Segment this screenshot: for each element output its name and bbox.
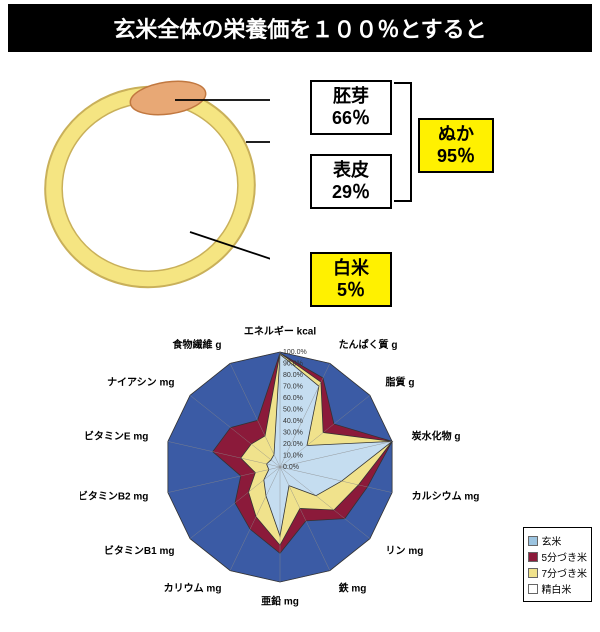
axis-label: ビタミンB1 mg [104, 544, 175, 557]
white-name: 白米 [324, 258, 378, 280]
label-bran: ぬか 95％ [418, 118, 494, 173]
skin-pct: 29％ [324, 182, 378, 204]
axis-label: ビタミンB2 mg [80, 490, 148, 503]
legend-swatch [528, 536, 538, 546]
axis-label: ビタミンE mg [84, 430, 148, 443]
axis-label: カリウム mg [164, 582, 222, 594]
legend-item: 7分づき米 [528, 565, 587, 580]
axis-label: エネルギー kcal [244, 325, 316, 338]
skin-name: 表皮 [324, 160, 378, 182]
white-pct: 5％ [324, 280, 378, 302]
ring-label: 100.0% [283, 349, 307, 356]
ring-label: 70.0% [283, 384, 303, 391]
bran-name: ぬか [432, 124, 480, 146]
rice-cross-section: 胚芽 66％ 表皮 29％ ぬか 95％ 白米 5％ [0, 62, 600, 302]
label-white: 白米 5％ [310, 252, 392, 307]
ring-label: 80.0% [283, 372, 303, 379]
ring-label: 0.0% [283, 464, 299, 471]
ring-label: 40.0% [283, 418, 303, 425]
ring-label: 60.0% [283, 395, 303, 402]
rice-svg [30, 72, 270, 292]
axis-label: 食物繊維 g [172, 338, 222, 351]
label-skin: 表皮 29％ [310, 154, 392, 209]
axis-label: 脂質 g [385, 375, 415, 388]
ring-label: 90.0% [283, 361, 303, 368]
legend: 玄米5分づき米7分づき米精白米 [523, 527, 592, 602]
bran-pct: 95％ [432, 146, 480, 168]
axis-label: カルシウム mg [412, 491, 480, 503]
legend-item: 5分づき米 [528, 549, 587, 564]
label-germ: 胚芽 66％ [310, 80, 392, 135]
ring-label: 10.0% [283, 453, 303, 460]
legend-label: 5分づき米 [541, 549, 587, 564]
axis-label: 鉄 mg [339, 581, 367, 594]
germ-name: 胚芽 [324, 86, 378, 108]
legend-swatch [528, 584, 538, 594]
legend-item: 精白米 [528, 581, 587, 596]
axis-label: リン mg [386, 545, 424, 557]
axis-label: ナイアシン mg [107, 376, 174, 388]
legend-label: 精白米 [541, 581, 571, 596]
radar-svg: エネルギー kcal たんぱく質 g 脂質 g 炭水化物 g カルシウム mg リン mg… [80, 302, 480, 632]
legend-label: 7分づき米 [541, 565, 587, 580]
legend-item: 玄米 [528, 533, 587, 548]
bran-bracket [394, 82, 412, 202]
germ-pct: 66％ [324, 108, 378, 130]
ring-label: 30.0% [283, 430, 303, 437]
ring-label: 50.0% [283, 407, 303, 414]
legend-swatch [528, 552, 538, 562]
legend-swatch [528, 568, 538, 578]
page-title: 玄米全体の栄養価を１００％とすると [8, 4, 592, 52]
ring-label: 20.0% [283, 441, 303, 448]
legend-label: 玄米 [541, 533, 561, 548]
axis-label: 亜鉛 mg [261, 595, 299, 608]
axis-label: 炭水化物 g [412, 430, 461, 443]
axis-label: たんぱく質 g [339, 338, 398, 351]
radar-chart-section: エネルギー kcal たんぱく質 g 脂質 g 炭水化物 g カルシウム mg リン mg… [0, 302, 600, 632]
